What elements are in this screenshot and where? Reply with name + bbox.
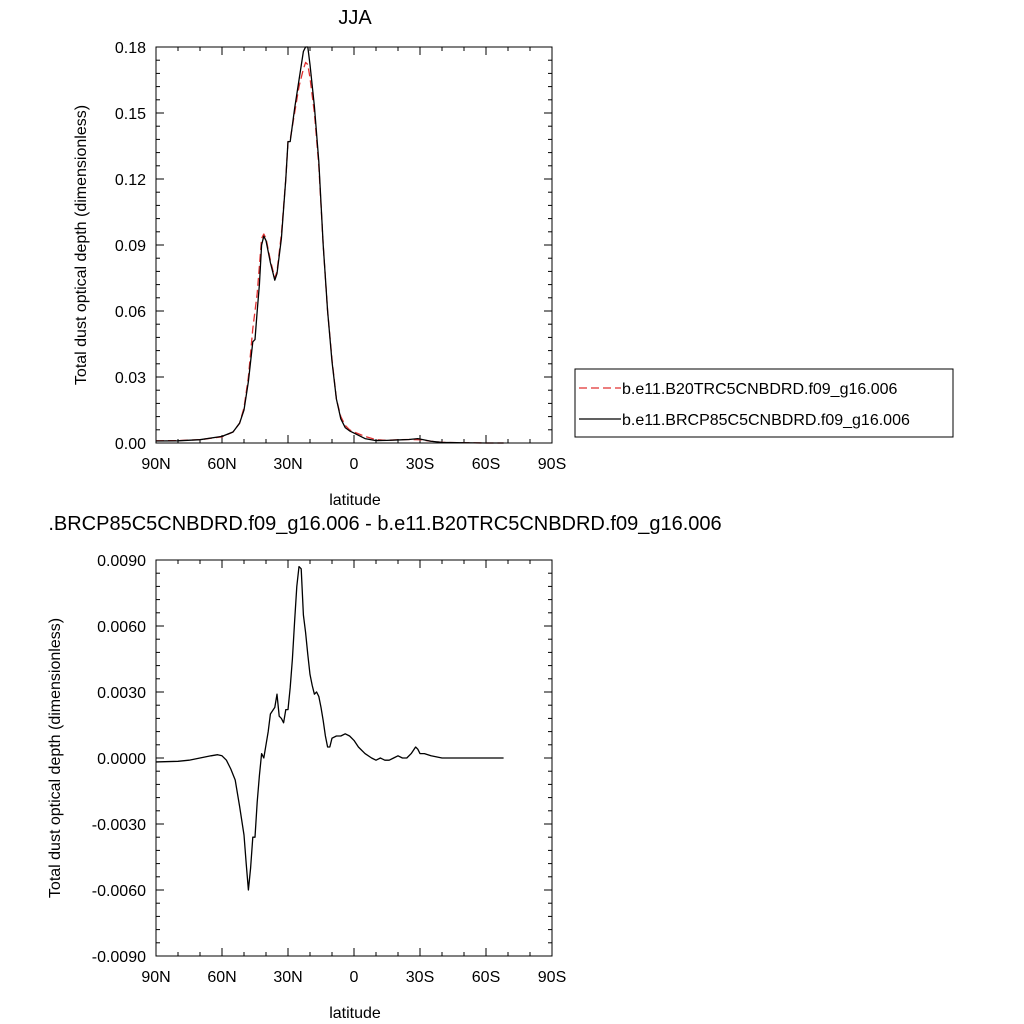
x-tick-label: 90N: [141, 456, 170, 473]
y-tick-label: 0.0030: [97, 685, 146, 702]
y-tick-label: 0.03: [115, 370, 146, 387]
x-tick-label: 60N: [207, 969, 236, 986]
top-chart-title: JJA: [338, 7, 372, 29]
top-chart-frame: [155, 46, 553, 444]
y-tick-label: 0.06: [115, 304, 146, 321]
series-line-0: [155, 565, 504, 891]
top-chart-x-axis-label: latitude: [329, 492, 381, 509]
y-tick-label: 0.0060: [97, 619, 146, 636]
y-tick-label: 0.09: [115, 238, 146, 255]
bottom-chart-series: [155, 565, 504, 891]
y-tick-label: 0.0090: [97, 553, 146, 570]
top-chart-y-axis-label: Total dust optical depth (dimensionless): [73, 105, 90, 385]
x-tick-label: 60S: [472, 456, 500, 473]
y-tick-label: 0.0000: [97, 751, 146, 768]
x-tick-label: 30S: [406, 456, 434, 473]
y-tick-label: -0.0030: [92, 817, 146, 834]
top-chart-series: [155, 46, 504, 444]
legend-entry-historical: b.e11.B20TRC5CNBDRD.f09_g16.006: [622, 381, 898, 398]
bottom-chart-title: .BRCP85C5CNBDRD.f09_g16.006 - b.e11.B20T…: [48, 513, 721, 535]
x-tick-label: 30N: [273, 969, 302, 986]
bottom-chart: .BRCP85C5CNBDRD.f09_g16.006 - b.e11.B20T…: [47, 513, 722, 1022]
bottom-chart-x-axis-label: latitude: [329, 1005, 381, 1022]
x-tick-label: 90S: [538, 456, 566, 473]
bottom-chart-ticks: 90N 60N 30N 0 30S 60S 90S -0.0090 -0.0060 -0.0030…: [92, 553, 567, 986]
top-chart-ticks: 90N 60N 30N 0 30S 60S 90S 0.00 0.03 0.06 0.09 0.12 0…: [115, 40, 566, 473]
y-tick-label: 0.00: [115, 436, 146, 453]
x-tick-label: 30S: [406, 969, 434, 986]
x-tick-label: 90N: [141, 969, 170, 986]
x-tick-label: 0: [350, 969, 359, 986]
y-tick-label: -0.0060: [92, 883, 146, 900]
x-tick-label: 90S: [538, 969, 566, 986]
y-tick-label: -0.0090: [92, 949, 146, 966]
y-tick-label: 0.15: [115, 106, 146, 123]
x-tick-label: 0: [350, 456, 359, 473]
x-tick-label: 60N: [207, 456, 236, 473]
y-tick-label: 0.12: [115, 172, 146, 189]
series-line-1: [155, 46, 504, 444]
legend: b.e11.B20TRC5CNBDRD.f09_g16.006 b.e11.BR…: [574, 368, 954, 438]
x-tick-label: 30N: [273, 456, 302, 473]
series-line-0: [155, 61, 504, 444]
legend-entry-rcp85: b.e11.BRCP85C5CNBDRD.f09_g16.006: [622, 412, 910, 429]
bottom-chart-y-axis-label: Total dust optical depth (dimensionless): [47, 618, 64, 898]
y-tick-label: 0.18: [115, 40, 146, 57]
legend-box: [574, 368, 954, 438]
x-tick-label: 60S: [472, 969, 500, 986]
top-chart: JJA Total dust optical depth (dimensionl…: [73, 7, 566, 509]
bottom-chart-frame: [155, 559, 553, 957]
